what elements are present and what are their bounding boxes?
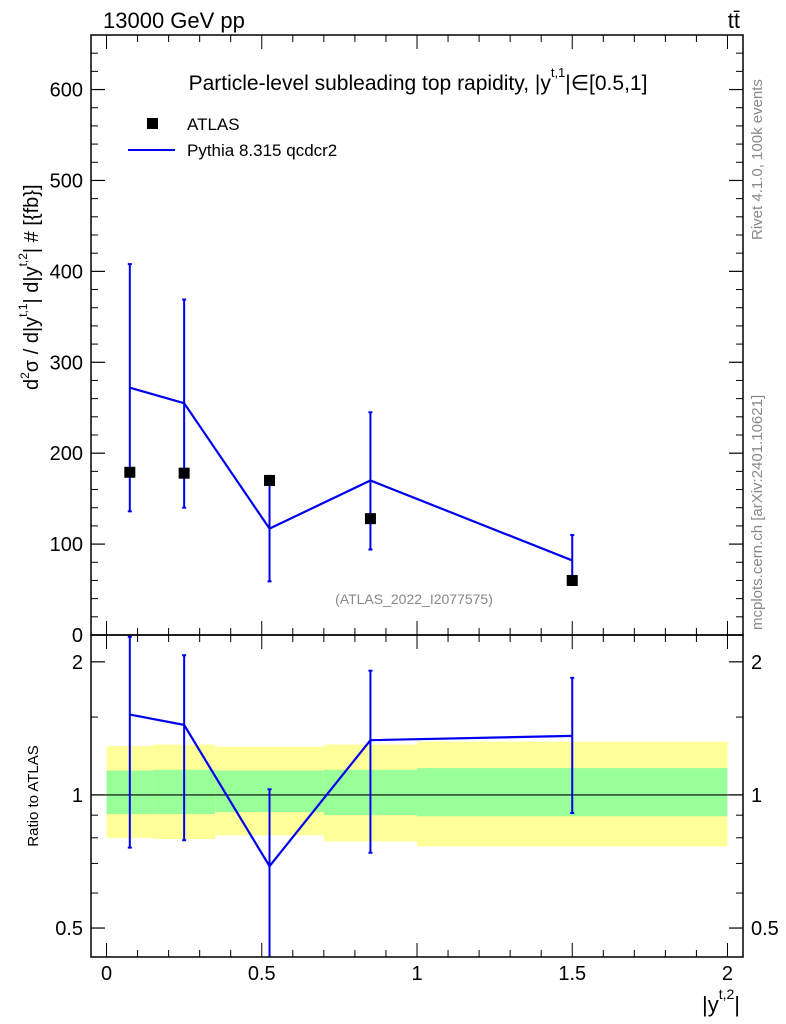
main-panel: 0 100 200 300 400 500 600 13000 GeV pp tt̄ Par… (16, 8, 744, 647)
legend: ATLAS Pythia 8.315 qcdcr2 (128, 115, 337, 160)
xtick-label: 0 (101, 963, 112, 985)
ratio-ytick-label-right: 2 (751, 652, 762, 674)
main-y-ticks: 0 100 200 300 400 500 600 (50, 34, 743, 647)
ratio-x-ticks: 0 0.5 1 1.5 2 (101, 635, 733, 985)
xlabel-sup: t,2 (719, 986, 735, 1002)
main-ytick-label: 200 (50, 443, 83, 465)
ratio-ytick-label-right: 0.5 (751, 918, 779, 940)
xtick-label: 2 (722, 963, 733, 985)
legend-atlas-marker (147, 118, 158, 129)
ylabel-part-b: σ / d|y (21, 317, 43, 372)
energy-label: 13000 GeV pp (103, 8, 245, 33)
main-x-ticks (106, 35, 728, 635)
main-ytick-label: 300 (50, 352, 83, 374)
main-ytick-label: 400 (50, 261, 83, 283)
ylabel-sup-b: t,1 (16, 303, 30, 317)
ylabel-sup-a: 2 (18, 372, 32, 379)
pythia-line (129, 386, 573, 562)
ratio-ytick-label: 2 (72, 652, 83, 674)
atlas-point (364, 513, 376, 525)
main-y-label: d2σ / d|yt,1| d|yt,2| # [{fb}] (16, 184, 43, 390)
ylabel-part-d: | # [{fb}] (21, 184, 43, 253)
ratio-ytick-label-right: 1 (751, 785, 762, 807)
main-ytick-label: 600 (50, 80, 83, 102)
analysis-id: (ATLAS_2022_I2077575) (335, 591, 493, 607)
main-marks (124, 263, 578, 586)
main-ytick-label: 100 (50, 534, 83, 556)
main-ytick-label: 500 (50, 170, 83, 192)
atlas-point (566, 574, 578, 586)
atlas-point (264, 474, 276, 486)
atlas-point (178, 467, 190, 479)
rivet-label: Rivet 4.1.0, 100k events (749, 79, 766, 240)
mcplots-label: mcplots.cern.ch [arXiv:2401.10621] (749, 395, 766, 630)
legend-atlas-label: ATLAS (187, 115, 240, 134)
main-ytick-label: 0 (72, 625, 83, 647)
ratio-panel: 0.5 0.5 1 1 2 2 0 0.5 1 1.5 2 Ratio to ATLAS |yt,… (25, 634, 779, 1017)
chart-title-prefix: Particle-level subleading top rapidity, … (189, 72, 552, 95)
chart-title: Particle-level subleading top rapidity, … (189, 65, 648, 95)
chart-title-sup: t,1 (551, 65, 565, 80)
ylabel-sup-c: t,2 (16, 253, 30, 267)
x-axis-label: |yt,2| (702, 986, 740, 1017)
xtick-label: 0.5 (248, 963, 276, 985)
xlabel-end: | (734, 992, 740, 1017)
xtick-label: 1.5 (558, 963, 586, 985)
atlas-point (124, 466, 136, 478)
xlabel-base: |y (702, 992, 719, 1017)
legend-pythia-label: Pythia 8.315 qcdcr2 (187, 141, 337, 160)
ratio-marks (127, 635, 575, 957)
ratio-bands (91, 741, 743, 847)
ratio-ytick-label: 0.5 (55, 918, 83, 940)
ylabel-part-a: d (21, 379, 43, 390)
process-label: tt̄ (728, 8, 740, 33)
ylabel-part-c: | d|y (21, 266, 43, 303)
ratio-y-ticks: 0.5 0.5 1 1 2 2 (55, 652, 779, 940)
chart-title-suffix: |∈[0.5,1] (565, 72, 647, 95)
xtick-label: 1 (411, 963, 422, 985)
ratio-ytick-label: 1 (72, 785, 83, 807)
ratio-y-label: Ratio to ATLAS (25, 745, 42, 846)
